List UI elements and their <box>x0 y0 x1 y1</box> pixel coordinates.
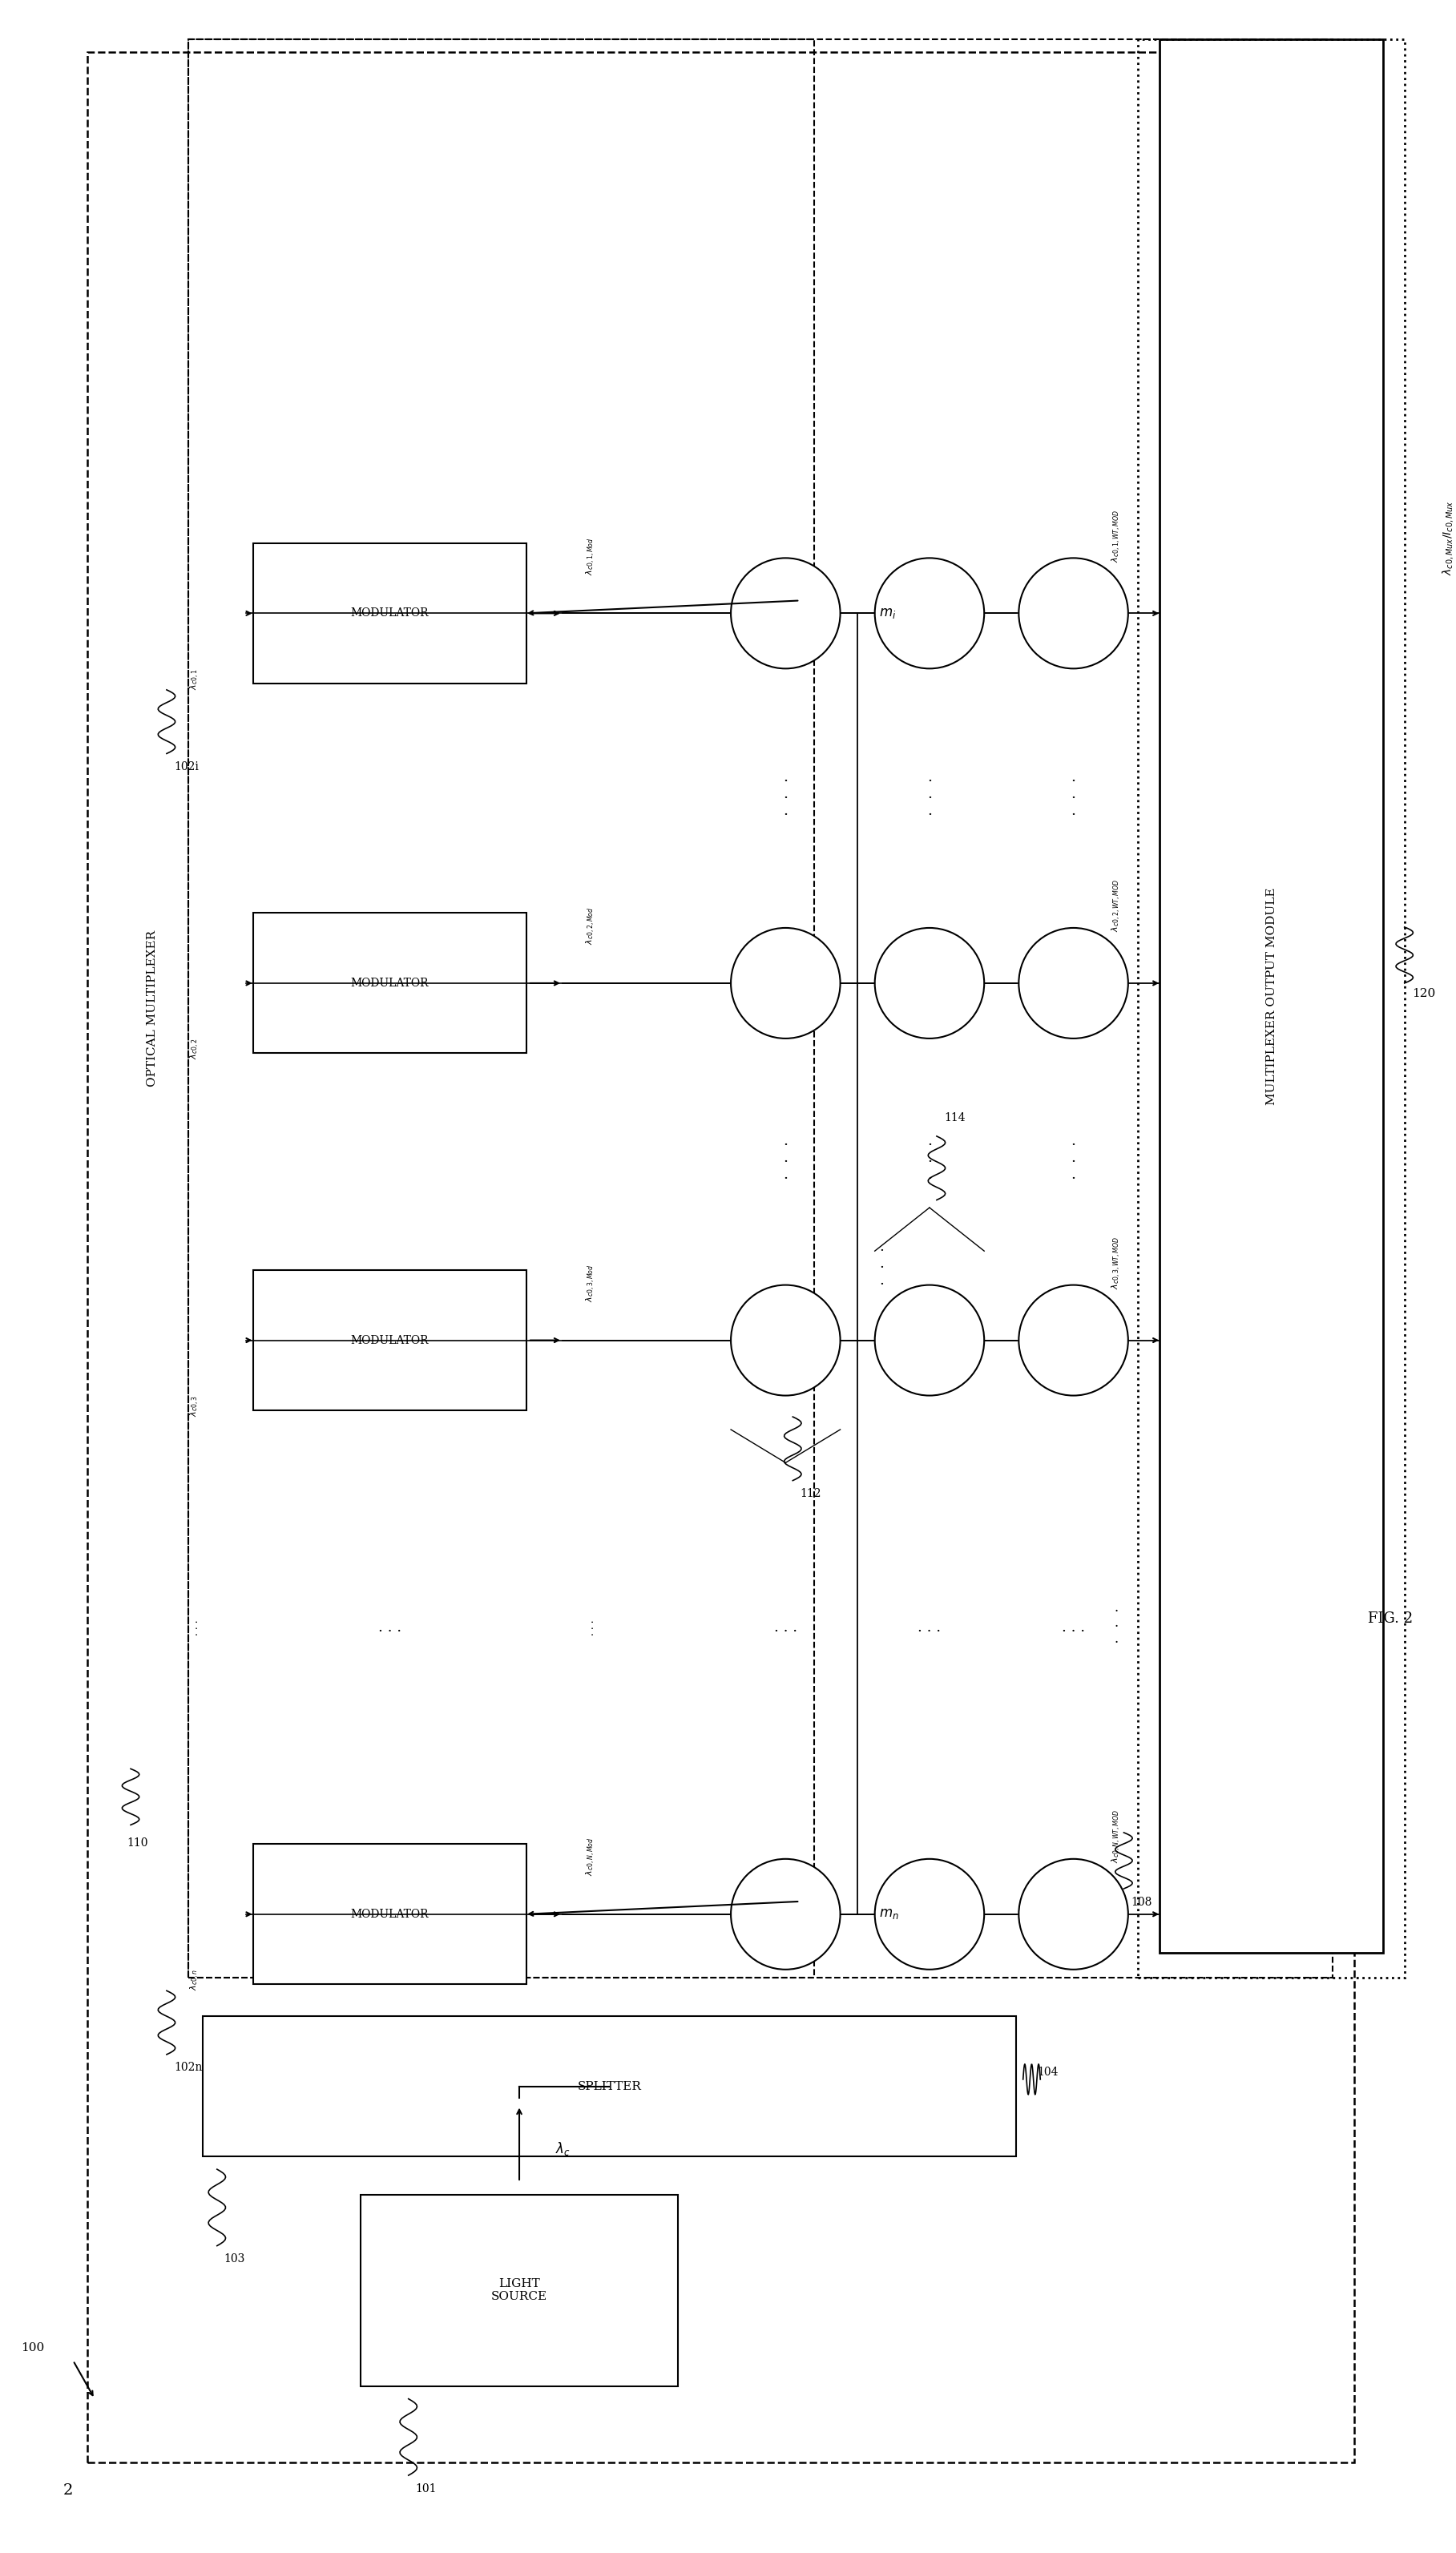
Text: 112: 112 <box>799 1488 821 1499</box>
Text: SPLITTER: SPLITTER <box>577 2081 641 2091</box>
Text: . . .: . . . <box>775 1621 798 1634</box>
Text: 103: 103 <box>224 2254 246 2265</box>
Ellipse shape <box>731 1859 840 1968</box>
Text: FIG. 2: FIG. 2 <box>1367 1611 1412 1626</box>
Text: . . .: . . . <box>585 1619 597 1634</box>
Text: $\lambda_{c0,3}$: $\lambda_{c0,3}$ <box>189 1396 201 1417</box>
Text: 2: 2 <box>63 2484 73 2497</box>
Bar <box>253 544 527 684</box>
Text: MODULATOR: MODULATOR <box>351 1910 430 1920</box>
Text: 120: 120 <box>1412 988 1436 998</box>
Text: $m_n$: $m_n$ <box>879 1907 898 1920</box>
Text: MODULATOR: MODULATOR <box>351 978 430 988</box>
Text: 102n: 102n <box>173 2063 202 2073</box>
Text: MODULATOR: MODULATOR <box>351 608 430 618</box>
Ellipse shape <box>1019 559 1128 669</box>
Text: . . .: . . . <box>1061 1621 1085 1634</box>
Text: ·
·
·: · · · <box>783 1139 788 1185</box>
Ellipse shape <box>731 1284 840 1396</box>
Text: $\lambda_{c0,3, Mod}$: $\lambda_{c0,3, Mod}$ <box>585 1264 597 1302</box>
Ellipse shape <box>875 1859 984 1968</box>
Text: LIGHT
SOURCE: LIGHT SOURCE <box>491 2277 547 2303</box>
Text: OPTICAL MULTIPLEXER: OPTICAL MULTIPLEXER <box>147 929 157 1088</box>
Bar <box>188 38 814 1979</box>
Text: $\lambda_{c0,2,WT,MOD}$: $\lambda_{c0,2,WT,MOD}$ <box>1111 878 1123 932</box>
Bar <box>1139 38 1405 1979</box>
Ellipse shape <box>1019 1859 1128 1968</box>
Ellipse shape <box>875 927 984 1039</box>
Ellipse shape <box>875 559 984 669</box>
Text: 101: 101 <box>415 2484 437 2494</box>
Text: $\lambda_{c0,2}$: $\lambda_{c0,2}$ <box>189 1039 201 1059</box>
Text: MULTIPLEXER OUTPUT MODULE: MULTIPLEXER OUTPUT MODULE <box>1265 886 1277 1105</box>
Text: $\lambda_{c0,N,WT,MOD}$: $\lambda_{c0,N,WT,MOD}$ <box>1111 1810 1123 1864</box>
Text: MODULATOR: MODULATOR <box>351 1335 430 1345</box>
Text: ·
·
·: · · · <box>1072 1139 1076 1185</box>
Bar <box>361 2196 677 2387</box>
Text: $\lambda_{c0,3,WT, MOD}$: $\lambda_{c0,3,WT, MOD}$ <box>1111 1236 1123 1289</box>
Text: $\lambda_{c0,n}$: $\lambda_{c0,n}$ <box>189 1968 201 1991</box>
Text: 114: 114 <box>943 1113 965 1123</box>
Bar <box>253 1843 527 1984</box>
Text: . . .: . . . <box>191 1619 201 1634</box>
Bar <box>253 1271 527 1409</box>
Text: $\lambda_{c0,Mux}/I_{c0,Mux}$: $\lambda_{c0,Mux}/I_{c0,Mux}$ <box>1440 500 1455 574</box>
Text: ·
·
·: · · · <box>927 774 932 822</box>
Text: 110: 110 <box>127 1838 149 1848</box>
Text: 108: 108 <box>1131 1897 1152 1907</box>
Text: . . .: . . . <box>917 1621 941 1634</box>
Text: $\lambda_{c0,1}$: $\lambda_{c0,1}$ <box>189 669 201 689</box>
Bar <box>253 914 527 1054</box>
Text: 102i: 102i <box>173 761 198 774</box>
Text: $\lambda_{c0,2,Mod}$: $\lambda_{c0,2,Mod}$ <box>585 906 597 945</box>
Text: $\lambda_c$: $\lambda_c$ <box>555 2139 571 2157</box>
Bar <box>1160 38 1383 1953</box>
Bar <box>87 51 1354 2464</box>
Text: 100: 100 <box>20 2341 44 2354</box>
Bar <box>188 38 1332 1979</box>
Text: $\lambda_{c0,1,WT,MOD}$: $\lambda_{c0,1,WT,MOD}$ <box>1111 508 1123 562</box>
Text: ·
·
·: · · · <box>783 774 788 822</box>
Ellipse shape <box>1019 1284 1128 1396</box>
Text: ·
·
·: · · · <box>927 1139 932 1185</box>
Text: $\lambda_{c0,1,Mod}$: $\lambda_{c0,1,Mod}$ <box>585 536 597 574</box>
Bar <box>202 2017 1016 2157</box>
Text: ·
·
·: · · · <box>1114 1606 1118 1649</box>
Ellipse shape <box>731 927 840 1039</box>
Ellipse shape <box>1019 927 1128 1039</box>
Text: $\lambda_{c0, N,Mod}$: $\lambda_{c0, N,Mod}$ <box>585 1838 597 1876</box>
Ellipse shape <box>731 559 840 669</box>
Text: . . .: . . . <box>379 1621 402 1634</box>
Text: 104: 104 <box>1038 2068 1059 2078</box>
Text: ·
·
·: · · · <box>1072 774 1076 822</box>
Text: .
.
.: . . . <box>879 1241 884 1287</box>
Text: $m_i$: $m_i$ <box>879 608 897 620</box>
Ellipse shape <box>875 1284 984 1396</box>
